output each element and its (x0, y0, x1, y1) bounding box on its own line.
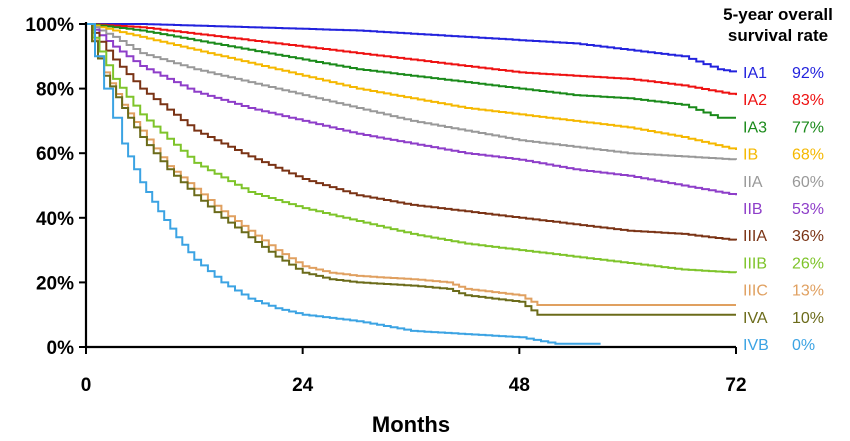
y-tick-label: 40% (36, 209, 74, 230)
x-tick-label: 0 (81, 375, 92, 396)
legend-stage-ia2: IA2 (743, 92, 767, 109)
legend-stage-ia1: IA1 (743, 65, 767, 82)
curve-ia3 (86, 23, 736, 119)
legend-rate-ia2: 83% (792, 92, 824, 109)
curve-iia (86, 23, 737, 161)
legend-stage-iiic: IIIC (743, 283, 768, 300)
y-tick-label: 20% (36, 273, 74, 294)
legend-stage-iib: IIB (743, 201, 763, 218)
legend-rate-ia3: 77% (792, 119, 824, 136)
x-tick-label: 48 (509, 375, 530, 396)
legend-stage-iva: IVA (743, 310, 768, 327)
legend-stage-iia: IIA (743, 174, 763, 191)
y-tick-label: 0% (47, 338, 75, 359)
y-tick-label: 60% (36, 144, 74, 165)
curve-iiia (86, 23, 737, 241)
legend-rate-iva: 10% (792, 310, 824, 327)
legend-stage-iiia: IIIA (743, 228, 767, 245)
legend-stage-ia3: IA3 (743, 119, 767, 136)
legend-rate-ivb: 0% (792, 337, 815, 354)
legend-stage-iiib: IIIB (743, 255, 767, 272)
legend-rate-iiic: 13% (792, 283, 824, 300)
curve-ib (86, 23, 737, 150)
curve-iiib (86, 23, 737, 274)
y-tick-label: 100% (25, 15, 74, 36)
legend-title-line2: survival rate (728, 26, 828, 45)
legend-rate-iiib: 26% (792, 255, 824, 272)
legend-rate-iiia: 36% (792, 228, 824, 245)
legend-stage-ib: IB (743, 147, 758, 164)
legend-rate-ia1: 92% (792, 65, 824, 82)
curve-iib (86, 23, 737, 196)
legend-title-line1: 5-year overall (723, 5, 833, 24)
curve-ivb (86, 23, 601, 345)
legend-rate-iia: 60% (792, 174, 824, 191)
curves-layer (86, 23, 737, 345)
legend-stage-ivb: IVB (743, 337, 769, 354)
curve-ia1 (86, 23, 737, 73)
x-axis-label: Months (372, 412, 450, 437)
legend-layer: 5-year overall survival rate IA1 92% IA2 83% I… (723, 5, 833, 354)
curve-iva (86, 23, 736, 316)
x-tick-label: 24 (292, 375, 314, 396)
x-tick-label: 72 (725, 375, 746, 396)
legend-rate-ib: 68% (792, 147, 824, 164)
legend-rate-iib: 53% (792, 201, 824, 218)
axes-layer: 0% 20% 40% 60% 80% 100% 0 24 48 72 Months (25, 15, 746, 437)
y-tick-label: 80% (36, 80, 74, 101)
curve-ia2 (86, 23, 737, 96)
